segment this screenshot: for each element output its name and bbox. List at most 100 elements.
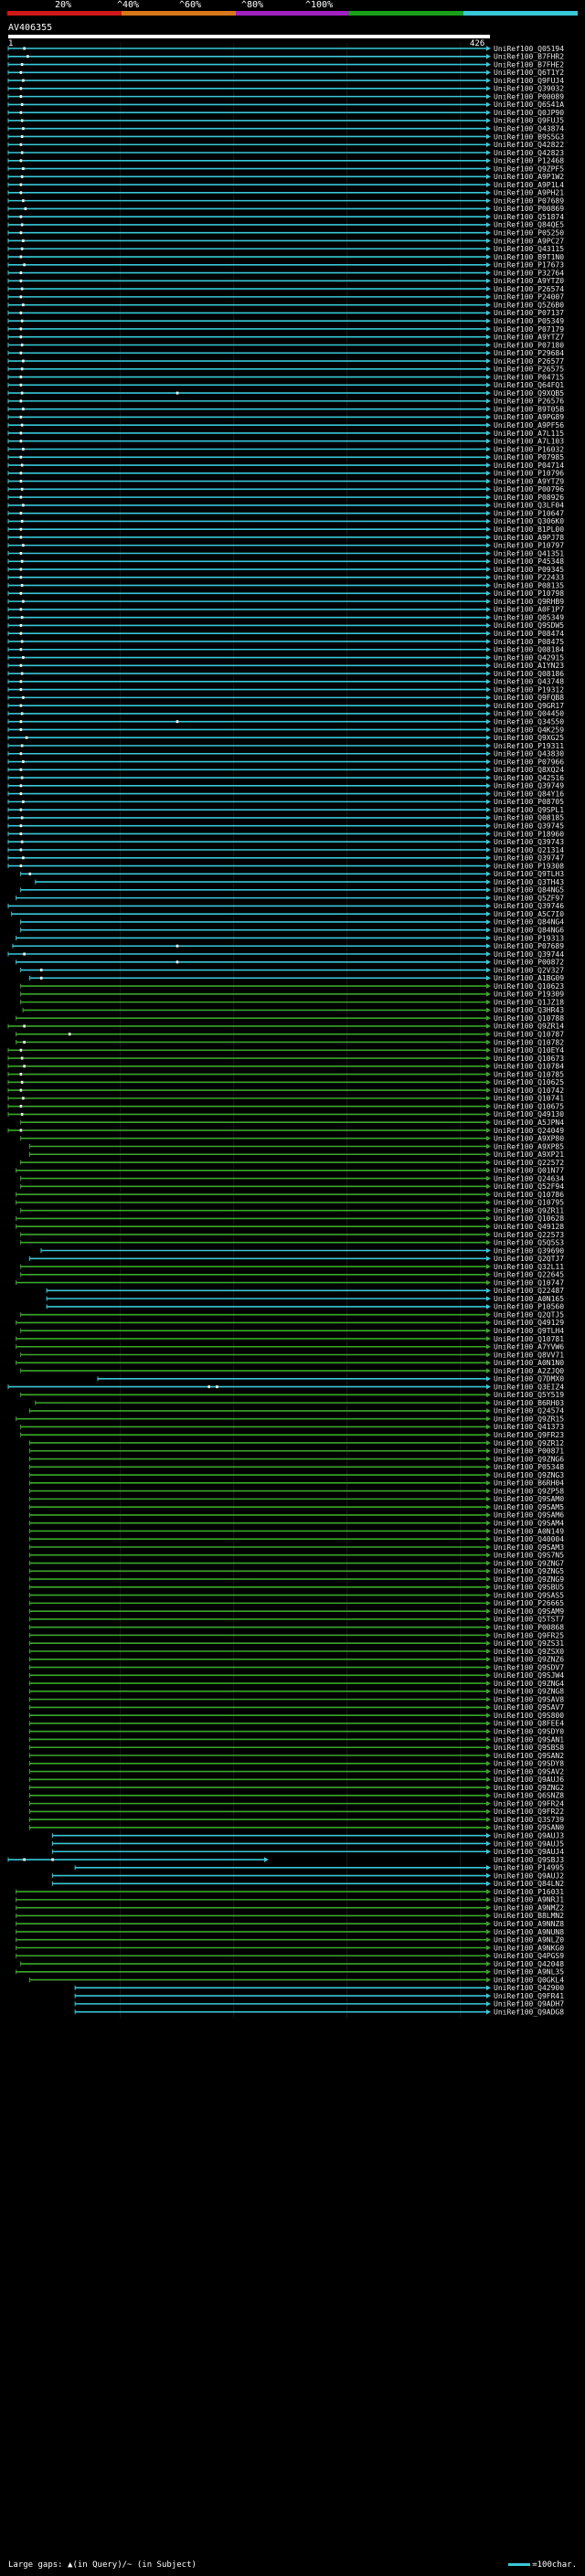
hit-label: UniRef100_P05250 [494,229,564,238]
gap-marker [19,279,23,282]
hit-end-arrow [486,1015,491,1021]
hit-label: UniRef100_A5JPN4 [494,1118,564,1127]
hit-end-arrow [486,1440,491,1446]
gap-marker [19,183,23,186]
hit-label: UniRef100_Q9FQB8 [494,694,564,702]
hit-end-arrow [486,1985,491,1991]
hit-end-arrow [486,286,491,292]
legend-segment [235,11,350,16]
hit-label: UniRef100_Q9ZPF5 [494,164,564,173]
hit-label: UniRef100_Q3HR43 [494,1006,564,1014]
hit-label: UniRef100_Q1JZ18 [494,998,564,1006]
hit-label: UniRef100_A9NL35 [494,1968,564,1977]
hit-label: UniRef100_Q9ZNG3 [494,1471,564,1479]
hit-label: UniRef100_B9T1N0 [494,253,564,261]
hit-label: UniRef100_P10796 [494,470,564,478]
hit-end-arrow [486,542,491,548]
gap-marker [20,367,24,371]
hit-end-arrow [486,1247,491,1254]
hit-label: UniRef100_Q39747 [494,854,564,863]
hit-label: UniRef100_Q9SDY0 [494,1728,564,1736]
hit-end-arrow [486,494,491,500]
gap-marker [19,295,23,299]
gap-marker [20,247,24,250]
hit-end-arrow [486,1825,491,1830]
hit-label: UniRef100_Q43748 [494,678,564,686]
hit-label: UniRef100_A1YN23 [494,662,564,670]
hit-label: UniRef100_Q9SAM5 [494,1503,564,1511]
gap-marker [27,55,29,58]
hit-label: UniRef100_Q08186 [494,670,564,678]
hit-label: UniRef100_Q9S800 [494,1712,564,1720]
hit-end-arrow [486,959,491,965]
hit-label: UniRef100_A9NKG0 [494,1944,564,1952]
gap-marker [19,720,23,724]
gap-marker [22,856,25,860]
hit-end-arrow [486,430,491,436]
hit-label: UniRef100_A7YVW6 [494,1343,564,1352]
hit-label: UniRef100_Q9SAV2 [494,1767,564,1776]
gap-marker [22,760,25,764]
hit-end-arrow [263,1857,269,1862]
hit-label: UniRef100_Q9SAN2 [494,1752,564,1760]
hit-label: UniRef100_A9XP80 [494,1135,564,1143]
gap-marker [23,263,26,267]
hit-label: UniRef100_Q9XG25 [494,734,564,742]
hit-end-arrow [486,582,491,588]
hit-label: UniRef100_Q8VV71 [494,1351,564,1359]
hit-end-arrow [486,350,491,356]
gap-marker [20,134,24,138]
hit-label: UniRef100_P19309 [494,991,564,999]
gap-marker [19,1129,23,1132]
gap-marker [20,1080,24,1084]
hit-end-arrow [486,422,491,428]
hit-end-arrow [486,1977,491,1983]
hit-label: UniRef100_Q2QTJ7 [494,1255,564,1263]
gap-marker [22,199,25,203]
hit-end-arrow [486,535,491,540]
hit-label: UniRef100_Q9SBU5 [494,1584,564,1592]
hit-label: UniRef100_P04715 [494,373,564,381]
gap-marker [19,768,23,771]
hit-end-arrow [486,398,491,404]
hit-label: UniRef100_P07689 [494,942,564,950]
gap-marker [19,512,23,515]
hit-end-arrow [486,374,491,380]
hit-end-arrow [486,2009,491,2015]
hit-end-arrow [486,1872,491,1879]
hit-end-arrow [486,671,491,676]
hit-end-arrow [486,871,491,877]
hit-label: UniRef100_P26577 [494,357,564,366]
hit-label: UniRef100_Q9AUJ6 [494,1776,564,1784]
hit-label: UniRef100_Q5Q5S3 [494,1239,564,1247]
gap-marker [20,151,24,154]
hit-label: UniRef100_B9T05B [494,405,564,413]
gap-marker [19,832,23,835]
hit-end-arrow [486,927,491,933]
hit-end-arrow [486,703,491,708]
gap-marker [22,359,25,363]
hit-end-arrow [486,919,491,925]
hit-end-arrow [486,911,491,917]
hit-end-arrow [486,1817,491,1822]
hit-end-arrow [486,1424,491,1430]
hit-end-arrow [486,1608,491,1614]
hit-end-arrow [486,93,491,100]
hit-end-arrow [486,1544,491,1550]
hit-end-arrow [486,1480,491,1486]
gap-marker [176,944,179,948]
hit-label: UniRef100_Q9S7N5 [494,1552,564,1560]
hit-label: UniRef100_A9PF56 [494,421,564,429]
hit-label: UniRef100_A9YTZ7 [494,334,564,342]
hit-end-arrow [486,711,491,716]
hit-label: UniRef100_Q3S739 [494,1816,564,1824]
gap-marker [19,752,23,756]
hit-label: UniRef100_Q6S41A [494,101,564,109]
hit-label: UniRef100_Q9FR41 [494,1992,564,2000]
hit-end-arrow [486,1360,491,1366]
hit-label: UniRef100_P22433 [494,574,564,582]
hit-label: UniRef100_Q8XQ24 [494,766,564,774]
hit-label: UniRef100_Q10625 [494,1078,564,1087]
hit-end-arrow [486,326,491,332]
